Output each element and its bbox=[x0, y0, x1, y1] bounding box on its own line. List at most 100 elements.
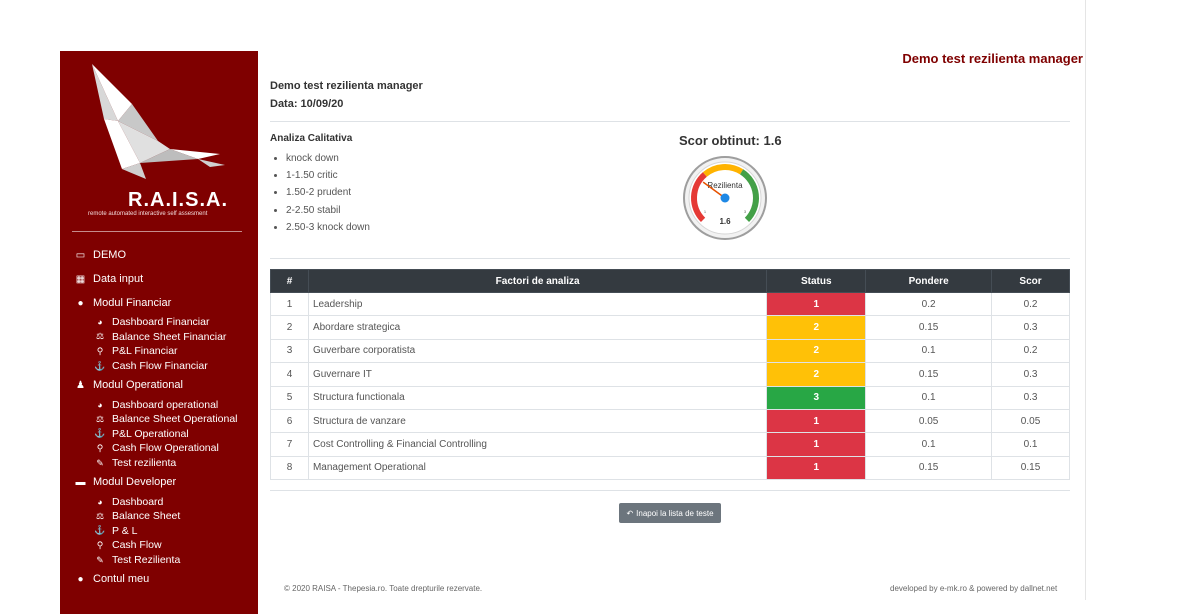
sidebar-item-label: Modul Developer bbox=[93, 476, 177, 489]
tachometer-icon: ◕ bbox=[97, 399, 103, 410]
sidebar-item-cash-flow-financiar[interactable]: ⚓ Cash Flow Financiar bbox=[74, 359, 258, 374]
back-to-tests-button[interactable]: ↶ Inapoi la lista de teste bbox=[619, 503, 721, 523]
sidebar-item-label: Cash Flow Operational bbox=[112, 442, 219, 455]
divider bbox=[270, 258, 1070, 259]
sidebar-item-contul-meu[interactable]: ● Contul meu bbox=[74, 567, 258, 591]
balance-scale-icon: ⚖ bbox=[95, 331, 105, 342]
sidebar-item-dashboard-operational[interactable]: ◕ Dashboard operational bbox=[74, 397, 258, 412]
sidebar-item-demo[interactable]: ▭ DEMO bbox=[74, 243, 258, 267]
sidebar-item-label: Test Rezilienta bbox=[112, 554, 181, 567]
list-item: knock down bbox=[286, 153, 370, 170]
row-factor: Guverbare corporatista bbox=[307, 338, 768, 364]
sidebar-item-balance-sheet[interactable]: ⚖ Balance Sheet bbox=[74, 509, 258, 524]
row-status: 1 bbox=[766, 455, 867, 481]
sidebar-item-label: Balance Sheet Operational bbox=[112, 413, 238, 426]
bird-logo-icon bbox=[92, 64, 225, 179]
row-number: 1 bbox=[270, 291, 309, 317]
gauge-arc-mid bbox=[702, 164, 744, 177]
id-card-icon: ▭ bbox=[75, 249, 86, 261]
gauge-arc-high bbox=[739, 169, 759, 223]
sidebar-item-label: Contul meu bbox=[93, 573, 150, 586]
operator-icon: ♟ bbox=[76, 379, 85, 391]
user-icon: ● bbox=[77, 573, 84, 585]
sidebar-item-balance-sheet-operational[interactable]: ⚖ Balance Sheet Operational bbox=[74, 412, 258, 427]
raisa-logo: R.A.I.S.A. remote automated interactive … bbox=[60, 59, 258, 239]
sidebar-item-label: Cash Flow bbox=[112, 539, 162, 552]
sidebar-item-test-rezilienta[interactable]: ✎ Test rezilienta bbox=[74, 456, 258, 471]
row-number: 3 bbox=[270, 338, 309, 364]
anchor-icon: ⚓ bbox=[94, 525, 106, 536]
list-item: 2-2.50 stabil bbox=[286, 205, 370, 222]
sidebar-item-dashboard-financiar[interactable]: ◕ Dashboard Financiar bbox=[74, 315, 258, 330]
sidebar-item-label: Test rezilienta bbox=[112, 457, 177, 470]
row-weight: 0.1 bbox=[865, 385, 993, 410]
sidebar-item-modul-developer[interactable]: ▬ Modul Developer bbox=[74, 470, 258, 494]
row-factor: Guvernare IT bbox=[307, 362, 768, 387]
row-weight: 0.1 bbox=[865, 338, 993, 364]
reply-icon: ↶ bbox=[626, 508, 634, 518]
row-score: 0.3 bbox=[991, 362, 1070, 387]
window-icon: ▬ bbox=[75, 476, 86, 488]
row-number: 5 bbox=[270, 385, 309, 410]
sidebar-item-balance-sheet-financiar[interactable]: ⚖ Balance Sheet Financiar bbox=[74, 330, 258, 345]
sidebar: R.A.I.S.A. remote automated interactive … bbox=[60, 51, 258, 614]
row-status: 1 bbox=[766, 408, 867, 434]
row-factor: Cost Controlling & Financial Controlling bbox=[307, 432, 768, 457]
col-header-factor: Factori de analiza bbox=[307, 269, 768, 293]
footer-copyright: © 2020 RAISA - Thepesia.ro. Toate dreptu… bbox=[284, 584, 483, 593]
gauge-max-label: 3 bbox=[744, 209, 747, 214]
gauge-value: 1.6 bbox=[719, 217, 731, 226]
analysis-title: Analiza Calitativa bbox=[270, 133, 353, 144]
sidebar-item-dashboard[interactable]: ◕ Dashboard bbox=[74, 494, 258, 509]
sidebar-item-cash-flow[interactable]: ⚲ Cash Flow bbox=[74, 538, 258, 553]
row-factor: Structura de vanzare bbox=[307, 408, 768, 434]
row-score: 0.2 bbox=[991, 338, 1070, 364]
sidebar-item-modul-financiar[interactable]: ● Modul Financiar bbox=[74, 291, 258, 315]
test-name: Demo test rezilienta manager bbox=[270, 80, 423, 92]
gauge-min-label: 1 bbox=[704, 209, 707, 214]
row-factor: Structura functionala bbox=[307, 385, 768, 410]
sidebar-item-pl-operational[interactable]: ⚓ P&L Operational bbox=[74, 427, 258, 442]
analysis-list: knock down 1-1.50 critic 1.50-2 prudent … bbox=[286, 153, 370, 239]
row-number: 4 bbox=[270, 362, 309, 387]
sidebar-item-pl-financiar[interactable]: ⚲ P&L Financiar bbox=[74, 344, 258, 359]
row-weight: 0.15 bbox=[865, 315, 993, 340]
test-date: Data: 10/09/20 bbox=[270, 98, 344, 110]
row-number: 8 bbox=[270, 455, 309, 481]
row-score: 0.1 bbox=[991, 432, 1070, 457]
sidebar-item-label: P & L bbox=[112, 524, 138, 537]
sidebar-item-modul-operational[interactable]: ♟ Modul Operational bbox=[74, 373, 258, 397]
page-header-title: Demo test rezilienta manager bbox=[902, 51, 1083, 66]
search-icon: ⚲ bbox=[96, 345, 104, 356]
row-factor: Abordare strategica bbox=[307, 315, 768, 340]
edit-icon: ✎ bbox=[96, 554, 104, 565]
col-header-weight: Pondere bbox=[865, 269, 993, 293]
sidebar-item-cash-flow-operational[interactable]: ⚲ Cash Flow Operational bbox=[74, 441, 258, 456]
row-status: 1 bbox=[766, 291, 867, 317]
col-header-score: Scor bbox=[991, 269, 1070, 293]
gauge-hub bbox=[720, 193, 730, 203]
col-header-number: # bbox=[270, 269, 309, 293]
col-header-status: Status bbox=[766, 269, 867, 293]
sidebar-item-test-rezilienta-dev[interactable]: ✎ Test Rezilienta bbox=[74, 553, 258, 568]
balance-scale-icon: ⚖ bbox=[95, 510, 105, 521]
table-row: 8 Management Operational 1 0.15 0.15 bbox=[270, 455, 1070, 481]
sidebar-item-data-input[interactable]: ▦ Data input bbox=[74, 267, 258, 291]
gauge-label: Rezilienta bbox=[707, 181, 743, 190]
sidebar-item-label: P&L Financiar bbox=[112, 345, 178, 358]
divider bbox=[270, 121, 1070, 122]
row-weight: 0.15 bbox=[865, 362, 993, 387]
table-row: 1 Leadership 1 0.2 0.2 bbox=[270, 291, 1070, 317]
list-item: 1-1.50 critic bbox=[286, 170, 370, 187]
anchor-icon: ⚓ bbox=[94, 428, 106, 439]
row-number: 2 bbox=[270, 315, 309, 340]
brand-name: R.A.I.S.A. bbox=[128, 189, 229, 211]
row-weight: 0.1 bbox=[865, 432, 993, 457]
row-weight: 0.2 bbox=[865, 291, 993, 317]
table-row: 4 Guvernare IT 2 0.15 0.3 bbox=[270, 362, 1070, 387]
sidebar-item-pl[interactable]: ⚓ P & L bbox=[74, 524, 258, 539]
divider bbox=[270, 490, 1070, 491]
row-factor: Leadership bbox=[307, 291, 768, 317]
sidebar-item-label: Data input bbox=[93, 273, 144, 285]
row-number: 7 bbox=[270, 432, 309, 457]
